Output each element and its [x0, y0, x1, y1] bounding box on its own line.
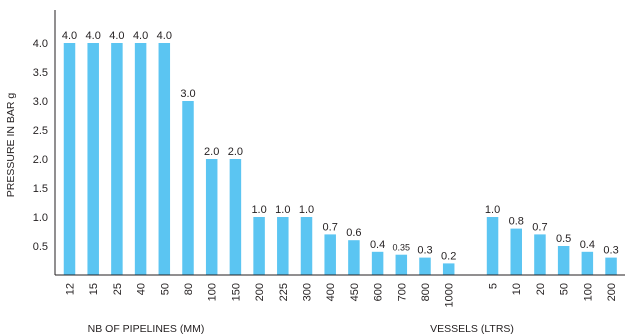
bar-value-label: 0.3 — [417, 245, 432, 257]
bars-layer — [63, 43, 617, 275]
bar — [300, 217, 313, 275]
x-tick-label: 12 — [65, 283, 77, 295]
bar — [253, 217, 265, 275]
bar — [442, 263, 455, 275]
x-group-title-vessels: VESSELS (LTRS) — [430, 323, 514, 335]
bar — [534, 234, 546, 275]
bar-value-label: 0.4 — [580, 239, 595, 251]
bar — [277, 217, 289, 275]
bar-value-label: 4.0 — [133, 30, 148, 42]
bar-value-label: 4.0 — [157, 30, 172, 42]
x-tick-label: 600 — [373, 283, 385, 301]
bar-value-label: 0.5 — [556, 233, 571, 245]
x-tick-label: 150 — [230, 283, 242, 301]
bar — [395, 254, 408, 275]
bar-value-label: 0.7 — [323, 221, 338, 233]
x-tick-label: 40 — [136, 283, 148, 295]
bar — [182, 101, 194, 275]
x-tick-label: 50 — [159, 283, 171, 295]
bar-value-label: 1.0 — [251, 204, 266, 216]
bar — [348, 240, 360, 275]
y-tick-label: 1.0 — [33, 212, 48, 224]
x-tick-label: 225 — [278, 283, 290, 301]
bar — [419, 257, 431, 275]
y-tick-label: 3.0 — [33, 96, 48, 108]
bar-value-label: 4.0 — [109, 30, 124, 42]
bar-value-label: 4.0 — [62, 30, 77, 42]
x-tick-label: 10 — [511, 283, 523, 295]
bar-value-label: 1.0 — [299, 204, 314, 216]
bar — [229, 159, 242, 275]
y-tick-label: 1.5 — [33, 183, 48, 195]
x-tick-label: 1000 — [444, 283, 456, 307]
bar-value-label: 0.35 — [393, 243, 411, 253]
bar-value-label: 4.0 — [86, 30, 101, 42]
x-group-title-pipelines: NB OF PIPELINES (MM) — [88, 323, 205, 335]
labels-layer: 0.5 1.0 1.5 2.0 2.5 3.0 3.5 4.0 4.0 12 4.0 15 4.0 25 4… — [33, 30, 619, 307]
bar — [205, 159, 218, 275]
bar — [111, 43, 123, 275]
x-tick-label: 400 — [325, 283, 337, 301]
x-tick-label: 15 — [88, 283, 100, 295]
y-tick-label: 2.0 — [33, 154, 48, 166]
bar-value-label: 0.4 — [370, 239, 385, 251]
x-tick-label: 800 — [420, 283, 432, 301]
x-tick-label: 450 — [349, 283, 361, 301]
x-tick-label: 200 — [254, 283, 266, 301]
bar — [581, 251, 594, 275]
bar — [87, 43, 99, 275]
x-tick-label: 100 — [207, 283, 219, 301]
x-tick-label: 50 — [559, 283, 571, 295]
bar-value-label: 0.7 — [532, 221, 547, 233]
bar — [63, 43, 76, 275]
x-tick-label: 200 — [606, 283, 618, 301]
bar-value-label: 0.6 — [346, 227, 361, 239]
y-axis-title: PRESSURE IN BAR g — [5, 93, 17, 198]
x-tick-label: 300 — [302, 283, 314, 301]
y-tick-label: 2.5 — [33, 125, 48, 137]
bar — [324, 234, 336, 275]
bar-value-label: 2.0 — [228, 146, 243, 158]
bar-value-label: 0.8 — [509, 216, 524, 228]
bar-value-label: 0.3 — [603, 245, 618, 257]
x-tick-label: 5 — [488, 283, 500, 289]
bar-value-label: 0.2 — [441, 250, 456, 262]
bar-value-label: 1.0 — [275, 204, 290, 216]
y-tick-label: 0.5 — [33, 241, 48, 253]
bar — [605, 257, 617, 275]
bar-value-label: 1.0 — [485, 204, 500, 216]
bar — [158, 43, 171, 275]
bar — [486, 217, 499, 275]
bar-value-label: 3.0 — [180, 88, 195, 100]
bar-value-label: 2.0 — [204, 146, 219, 158]
bar — [557, 246, 570, 275]
bar — [371, 251, 384, 275]
x-tick-label: 80 — [183, 283, 195, 295]
x-tick-label: 700 — [396, 283, 408, 301]
bar — [134, 43, 147, 275]
y-tick-label: 4.0 — [33, 38, 48, 50]
y-tick-label: 3.5 — [33, 67, 48, 79]
bar — [510, 228, 522, 275]
x-tick-label: 100 — [582, 283, 594, 301]
x-tick-label: 25 — [112, 283, 124, 295]
x-tick-label: 20 — [535, 283, 547, 295]
